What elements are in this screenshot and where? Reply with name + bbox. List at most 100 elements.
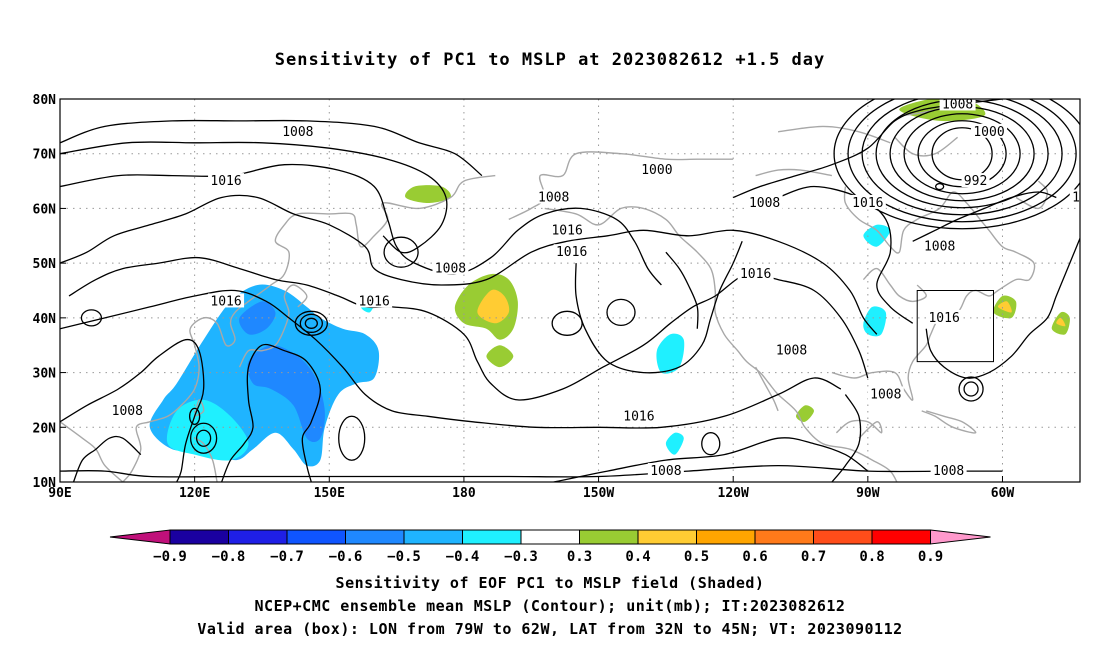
shade-japan-sea-blue (239, 301, 276, 335)
low-center-isobar (847, 99, 1077, 223)
colorbar-label: 0.9 (918, 549, 943, 565)
coastline-segment (754, 366, 779, 412)
coastline-segment (238, 284, 308, 368)
contour-label-background (971, 123, 1008, 138)
contour-label: 992 (964, 174, 987, 189)
contour-label: 1016 (551, 223, 582, 238)
contour-label: 1016 (210, 174, 241, 189)
contour-label-background (773, 342, 810, 357)
colorbar-low-arrow (109, 529, 171, 545)
lon-tick-label: 180 (452, 486, 476, 501)
high-center-isobar (606, 298, 636, 327)
contour-label: 1016 (928, 311, 959, 326)
contour-label-background (109, 402, 146, 417)
contour-label-background (867, 386, 904, 401)
shade-cyan-small (665, 432, 684, 455)
contour-label: 1008 (924, 240, 955, 255)
plot-frame (59, 98, 1081, 483)
low-center-isobar (294, 310, 328, 336)
mslp-isobar (60, 119, 483, 177)
contour-label: 1008 (933, 464, 964, 479)
low-center-isobar (383, 236, 419, 268)
coastline-segment (508, 151, 734, 221)
coastline-segment (831, 186, 1036, 401)
colorbar-label: 0.6 (742, 549, 767, 565)
coastline-segment (1015, 180, 1049, 210)
colorbar-label: 0.5 (684, 549, 709, 565)
contour-label-background (638, 162, 675, 177)
low-center-isobar (701, 432, 721, 456)
mslp-isobar (60, 338, 205, 482)
shade-east-pacific-cyan (656, 333, 685, 374)
contour-label: 1008 (749, 196, 780, 211)
contour-label-background (849, 194, 886, 209)
mslp-isobar (831, 394, 862, 482)
low-center-isobar (304, 317, 318, 329)
shade-north-pacific-yellow (477, 289, 510, 324)
coastlines (60, 99, 1049, 482)
contour-label: 1016 (623, 409, 654, 424)
low-center-isobar (188, 407, 201, 425)
valid-area-box (916, 290, 995, 363)
high-center-isobar (551, 310, 583, 336)
shade-yellow-box (997, 301, 1012, 313)
shade-atlantic-yellow (1056, 317, 1066, 327)
contour-label-background (535, 189, 572, 204)
coastline-segment (194, 437, 218, 482)
colorbar-swatch (754, 529, 814, 545)
coastline-segment (544, 206, 898, 482)
contour-label: 1008 (870, 387, 901, 402)
lon-tick-label: 90E (48, 486, 71, 501)
contour-label-background (746, 194, 783, 209)
contour-label: 1008 (435, 262, 466, 277)
colorbar-label: −0.8 (212, 549, 246, 565)
contour-label-background (921, 238, 958, 253)
coastline-segment (835, 419, 883, 439)
colorbar-swatch (228, 529, 288, 545)
shade-atlantic-cyan (863, 306, 887, 337)
contour-label: 1008 (776, 344, 807, 359)
low-center-isobar (958, 376, 984, 402)
contour-label: 1000 (641, 163, 672, 178)
low-center-isobar (189, 422, 218, 454)
mslp-isobar (72, 435, 142, 482)
shade-green-small (486, 345, 514, 368)
lon-tick-label: 150W (583, 486, 614, 501)
low-center-isobar (80, 309, 103, 327)
contour-label: 1000 (973, 125, 1004, 140)
lon-tick-label: 120E (179, 486, 210, 501)
contour-label-background (208, 173, 245, 188)
contour-label: 1016 (740, 267, 771, 282)
colorbar-label: 0.3 (567, 549, 592, 565)
contour-label-background (737, 266, 774, 281)
contour-label-background (279, 123, 316, 138)
colorbar-label: −0.6 (329, 549, 363, 565)
lon-tick-label: 120W (718, 486, 749, 501)
contour-label: 1008 (650, 464, 681, 479)
contour-label-background (647, 463, 684, 478)
mslp-isobar (220, 343, 321, 482)
lon-tick-label: 150E (314, 486, 345, 501)
colorbar-label: −0.7 (270, 549, 304, 565)
mslp-isobar (553, 437, 869, 482)
contour-label-background (208, 293, 245, 308)
low-center-isobar (903, 113, 1021, 195)
coastline-segment (921, 410, 977, 434)
caption-contour: NCEP+CMC ensemble mean MSLP (Contour); u… (254, 597, 846, 615)
shade-philippine-sea-light (166, 399, 249, 461)
lat-tick-label: 60N (33, 202, 57, 217)
colorbar-label: −0.3 (504, 549, 538, 565)
contour-label: 1016 (359, 294, 390, 309)
contour-label-background (356, 293, 393, 308)
low-center-isobar (195, 429, 212, 447)
lon-tick-label: 60W (991, 486, 1015, 501)
caption-shaded: Sensitivity of EOF PC1 to MSLP field (Sh… (335, 574, 765, 592)
colorbar-swatch (813, 529, 873, 545)
contour-label: 1016 (210, 294, 241, 309)
contour-label-background (926, 309, 963, 324)
low-center-isobar (934, 182, 945, 191)
coastline-segment (894, 136, 959, 157)
low-center-isobar (861, 99, 1063, 216)
chart-title: Sensitivity of PC1 to MSLP at 2023082612… (274, 50, 826, 70)
